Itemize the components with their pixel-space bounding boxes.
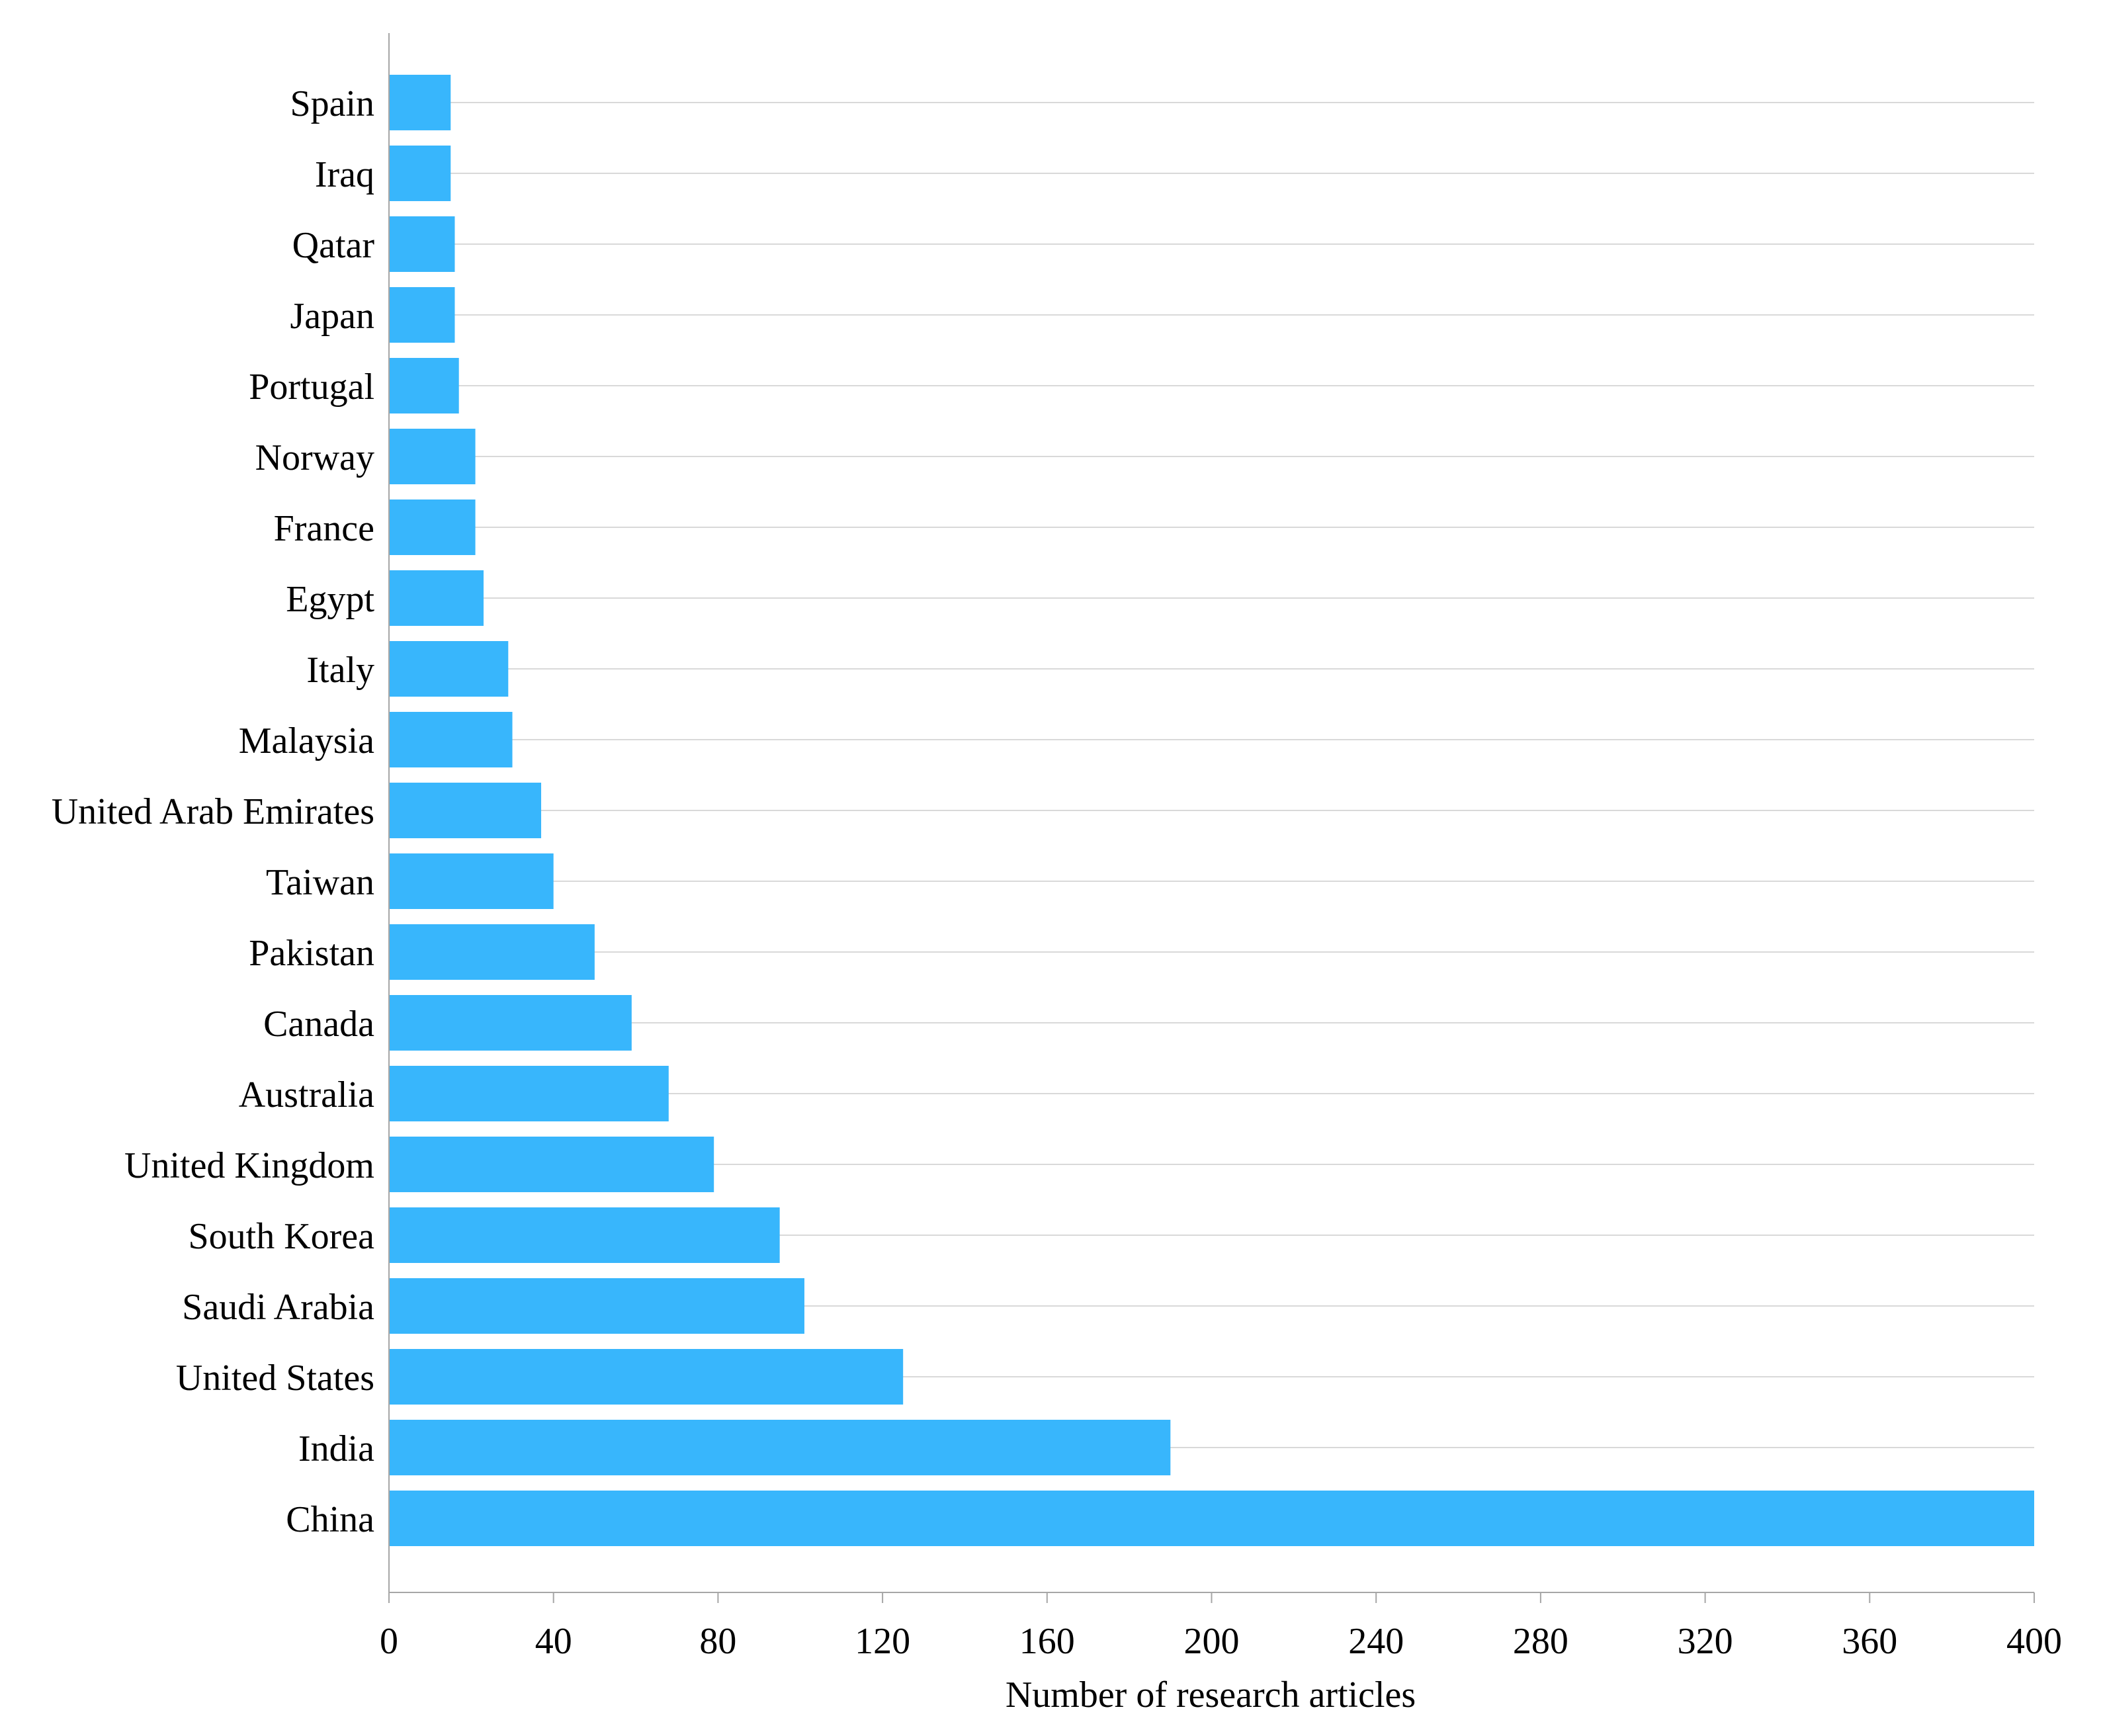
x-tick-label: 400 xyxy=(2006,1621,2062,1662)
bar-united-states xyxy=(389,1349,904,1405)
category-label: Iraq xyxy=(315,154,374,195)
bar-italy xyxy=(389,641,509,697)
x-tick-label: 200 xyxy=(1184,1621,1240,1662)
x-tick-label: 320 xyxy=(1678,1621,1733,1662)
category-label: Saudi Arabia xyxy=(182,1287,374,1328)
category-label: Taiwan xyxy=(266,862,374,903)
x-tick-label: 120 xyxy=(855,1621,910,1662)
category-label: Italy xyxy=(306,650,374,691)
bar-china xyxy=(389,1491,2034,1546)
category-label: United States xyxy=(176,1358,374,1399)
bar-south-korea xyxy=(389,1207,780,1263)
bar-iraq xyxy=(389,146,451,201)
category-label: Qatar xyxy=(292,225,375,266)
category-label: Australia xyxy=(239,1074,374,1115)
bar-canada xyxy=(389,995,632,1051)
bar-spain xyxy=(389,75,451,130)
bar-japan xyxy=(389,287,455,343)
category-label: Pakistan xyxy=(249,933,374,974)
category-label: Spain xyxy=(290,83,374,124)
bar-malaysia xyxy=(389,712,513,767)
category-label: India xyxy=(298,1428,374,1469)
category-label: Norway xyxy=(255,437,374,478)
bar-qatar xyxy=(389,216,455,272)
x-tick-label: 160 xyxy=(1019,1621,1075,1662)
category-label: China xyxy=(286,1499,374,1540)
bar-egypt xyxy=(389,570,484,626)
category-label: Malaysia xyxy=(239,720,374,761)
bar-australia xyxy=(389,1066,669,1121)
category-label: Canada xyxy=(263,1004,374,1045)
category-label: United Kingdom xyxy=(124,1145,374,1186)
bar-portugal xyxy=(389,358,459,413)
category-label: United Arab Emirates xyxy=(52,791,374,832)
category-label: France xyxy=(274,508,374,549)
x-tick-label: 40 xyxy=(535,1621,572,1662)
category-label: South Korea xyxy=(188,1216,374,1257)
bar-norway xyxy=(389,429,476,484)
category-labels: Spain Iraq Qatar Japan Portugal Norway France E… xyxy=(52,83,375,1540)
bar-taiwan xyxy=(389,853,554,909)
x-tick-label: 280 xyxy=(1513,1621,1568,1662)
x-tick-label: 80 xyxy=(699,1621,736,1662)
category-label: Japan xyxy=(290,296,374,337)
bars xyxy=(389,75,2034,1546)
x-axis-title: Number of research articles xyxy=(1006,1674,1416,1715)
category-label: Egypt xyxy=(286,579,374,620)
bar-united-arab-emirates xyxy=(389,783,542,838)
bar-united-kingdom xyxy=(389,1137,714,1192)
x-tick-label: 360 xyxy=(1842,1621,1897,1662)
bar-saudi-arabia xyxy=(389,1278,804,1334)
gridlines xyxy=(389,102,2034,1519)
x-tick-label: 240 xyxy=(1348,1621,1404,1662)
x-tick-label: 0 xyxy=(380,1621,398,1662)
category-label: Portugal xyxy=(249,367,374,408)
bar-pakistan xyxy=(389,924,595,980)
x-tick-labels: 0 40 80 120 160 200 240 280 320 360 400 xyxy=(380,1621,2062,1662)
axes xyxy=(388,33,2035,1603)
bar-france xyxy=(389,499,476,555)
bar-india xyxy=(389,1420,1171,1475)
